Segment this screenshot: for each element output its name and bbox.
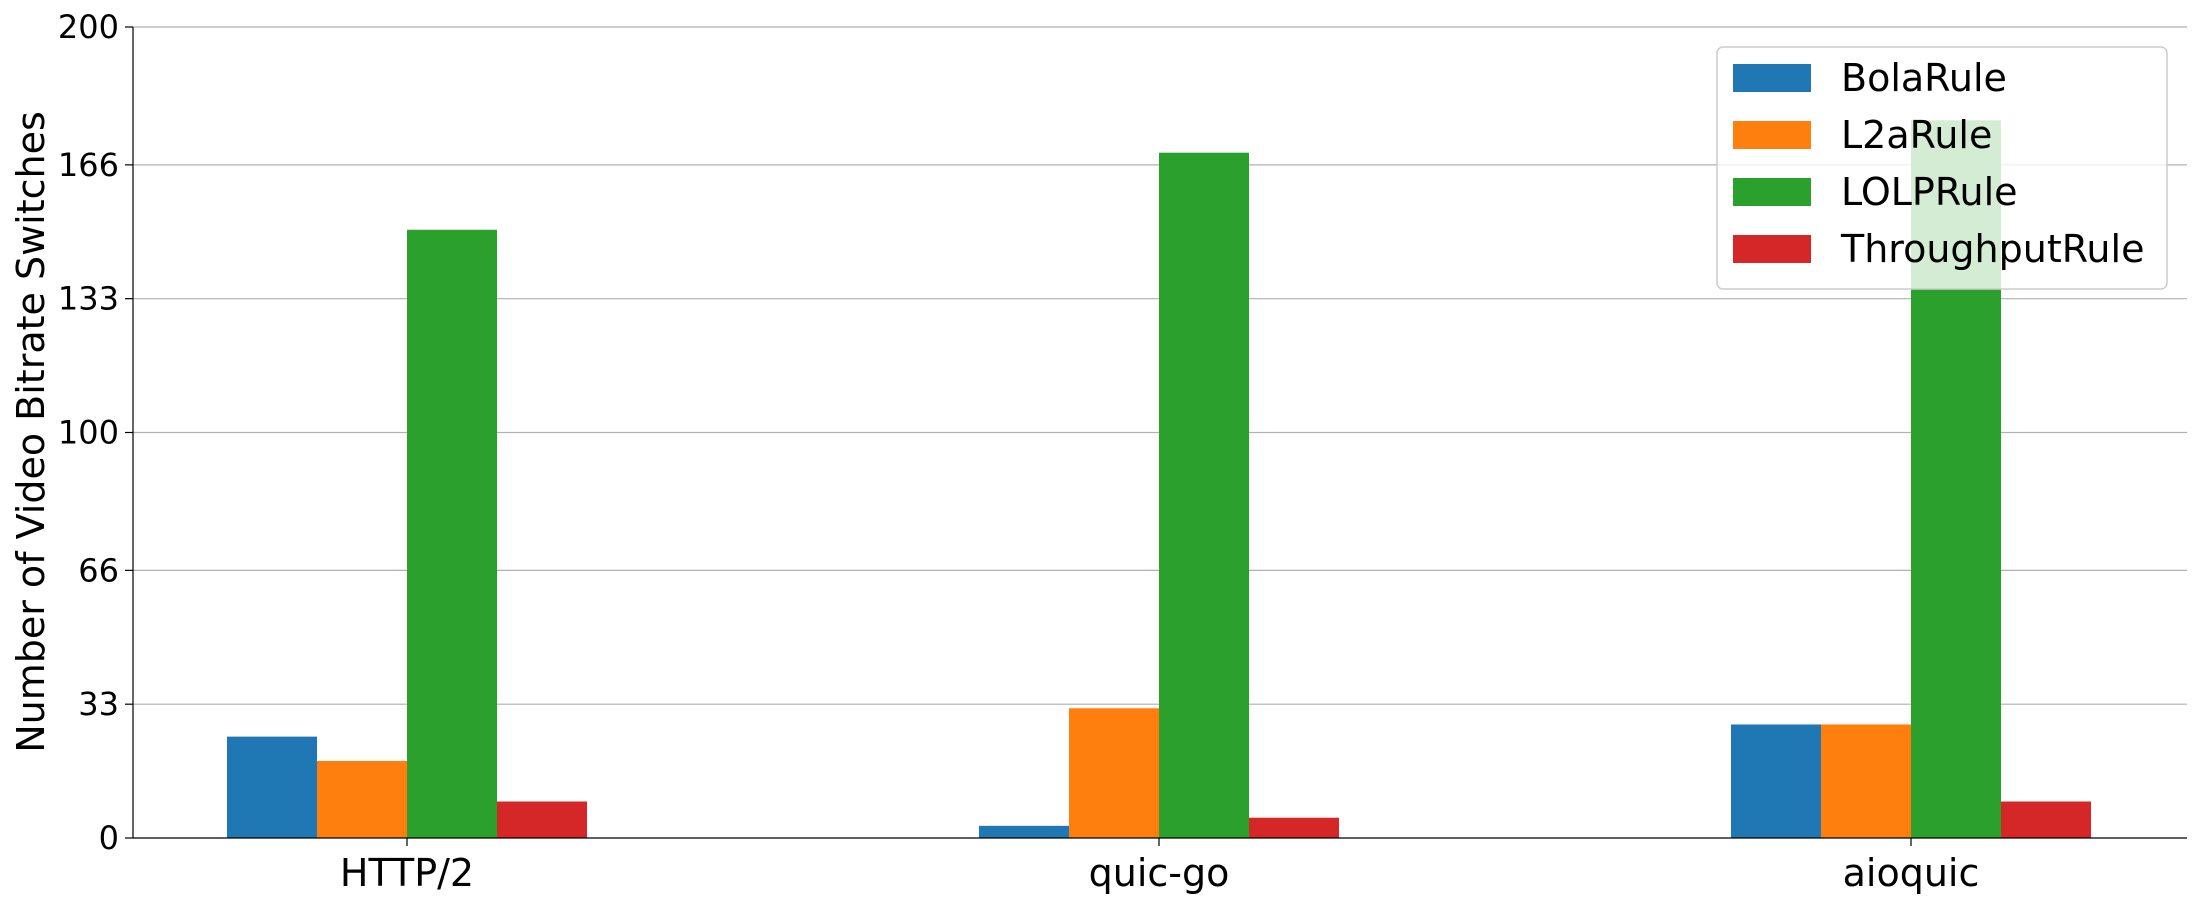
legend-swatch bbox=[1733, 64, 1811, 92]
legend-label: L2aRule bbox=[1841, 113, 1992, 157]
y-tick-labels: 0 33 66 100 133 166 200 bbox=[58, 8, 133, 857]
x-tick-label: aioquic bbox=[1843, 851, 1980, 895]
bar-L2aRule-aioquic bbox=[1821, 724, 1911, 838]
bar-L2aRule-HTTP/2 bbox=[317, 760, 407, 838]
bar-LOLPRule-HTTP/2 bbox=[407, 229, 497, 838]
y-tick-label: 133 bbox=[58, 280, 119, 318]
bar-ThroughputRule-aioquic bbox=[2001, 801, 2091, 838]
y-tick-label: 100 bbox=[58, 414, 119, 452]
y-tick-label: 33 bbox=[78, 685, 119, 723]
bar-BolaRule-quic-go bbox=[979, 825, 1069, 838]
bar-BolaRule-aioquic bbox=[1731, 724, 1821, 838]
legend-swatch bbox=[1733, 235, 1811, 263]
y-tick-label: 0 bbox=[99, 819, 119, 857]
bar-LOLPRule-quic-go bbox=[1159, 152, 1249, 838]
legend: BolaRule L2aRule LOLPRule ThroughputRule bbox=[1716, 46, 2168, 290]
legend-label: ThroughputRule bbox=[1840, 227, 2144, 271]
y-tick-label: 66 bbox=[78, 551, 119, 589]
x-tick-label: quic-go bbox=[1089, 851, 1230, 895]
y-axis-label: Number of Video Bitrate Switches bbox=[9, 111, 53, 753]
bar-ThroughputRule-quic-go bbox=[1249, 817, 1339, 838]
bar-ThroughputRule-HTTP/2 bbox=[497, 801, 587, 838]
legend-label: LOLPRule bbox=[1841, 170, 2018, 214]
legend-swatch bbox=[1733, 178, 1811, 206]
y-tick-label: 166 bbox=[58, 146, 119, 184]
legend-label: BolaRule bbox=[1841, 56, 2007, 100]
bar-L2aRule-quic-go bbox=[1069, 708, 1159, 838]
legend-swatch bbox=[1733, 121, 1811, 149]
legend-box bbox=[1716, 46, 2168, 290]
x-tick-labels: HTTP/2 quic-go aioquic bbox=[340, 838, 1979, 895]
y-tick-label: 200 bbox=[58, 8, 119, 46]
bar-BolaRule-HTTP/2 bbox=[227, 736, 317, 838]
x-tick-label: HTTP/2 bbox=[340, 851, 474, 895]
